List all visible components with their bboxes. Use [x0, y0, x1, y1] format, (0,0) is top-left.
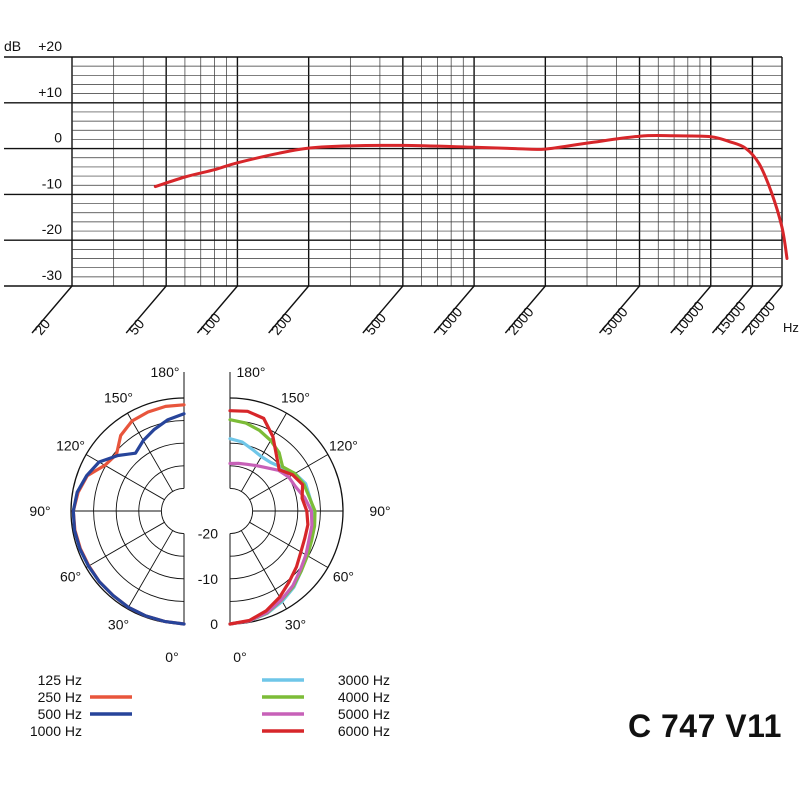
x-tick-mark	[31, 285, 73, 334]
x-tick-label: 100	[196, 310, 223, 338]
polar-spoke	[240, 412, 287, 492]
x-tick-mark	[711, 285, 753, 334]
polar-r-tick-label: -10	[198, 571, 218, 587]
x-tick-mark	[670, 285, 712, 334]
polar-angle-label: 30°	[108, 616, 129, 632]
x-tick-mark	[598, 285, 641, 334]
legend-label: 125 Hz	[38, 672, 82, 688]
x-tick-label: 1000	[433, 304, 465, 338]
x-tick-label: 50	[125, 316, 147, 338]
x-tick-label: 200	[268, 310, 295, 338]
x-tick-label: 10000	[670, 298, 707, 338]
polar-angle-label: 180°	[151, 364, 180, 380]
polar-series-4000-hz	[228, 418, 317, 626]
polar-curves	[71, 403, 317, 626]
legend-label: 1000 Hz	[30, 723, 82, 739]
frequency-axis-labels: +20 +10 0 -10 -20 -30 dB Hz 20 50 100 200 500 1000 200…	[4, 38, 799, 338]
x-tick-mark	[504, 285, 546, 334]
polar-series-250-hz	[71, 403, 186, 626]
y-tick-label: -10	[42, 175, 62, 191]
legend-label: 6000 Hz	[338, 723, 390, 739]
legend-label: 500 Hz	[38, 706, 82, 722]
frequency-response-curve	[153, 134, 789, 260]
x-tick-mark	[125, 285, 167, 334]
x-tick-label: 500	[362, 310, 389, 338]
y-tick-label: -30	[42, 267, 62, 283]
polar-ring	[160, 487, 185, 535]
polar-series-500-hz	[71, 412, 186, 626]
x-tick-label: 5000	[599, 304, 631, 338]
x-unit-label: Hz	[783, 320, 799, 335]
y-tick-label: +10	[38, 84, 62, 100]
frequency-grid	[4, 56, 783, 287]
polar-angle-label: 0°	[233, 649, 246, 665]
polar-angle-label: 30°	[285, 616, 306, 632]
x-tick-mark	[433, 285, 475, 334]
polar-angle-label: 120°	[329, 438, 358, 454]
polar-spoke	[127, 530, 174, 610]
legend-label: 5000 Hz	[338, 706, 390, 722]
polar-labels: 180° 150° 120° 90° 60° 30° 0° 180° 150° 120° 90° 60…	[29, 364, 390, 665]
x-tick-label: 2000	[504, 304, 536, 338]
polar-series-3000-hz	[228, 437, 316, 626]
polar-ring	[229, 487, 254, 535]
response-line	[153, 134, 789, 260]
x-tick-mark	[362, 285, 404, 334]
polar-spoke	[249, 521, 329, 568]
y-tick-label: 0	[54, 130, 62, 146]
legend-label: 250 Hz	[38, 689, 82, 705]
polar-angle-label: 0°	[165, 649, 178, 665]
polar-angle-label: 150°	[104, 390, 133, 406]
x-tick-mark	[196, 285, 238, 334]
polar-angle-label: 180°	[237, 364, 266, 380]
polar-angle-label: 120°	[56, 438, 85, 454]
polar-r-tick-label: 0	[210, 616, 218, 632]
x-tick-label: 20	[31, 316, 53, 338]
y-tick-label: +20	[38, 38, 62, 54]
polar-spoke	[127, 412, 174, 492]
legend-label: 3000 Hz	[338, 672, 390, 688]
polar-angle-label: 60°	[333, 569, 354, 585]
model-label: C 747 V11	[628, 708, 782, 744]
x-tick-mark	[741, 285, 783, 334]
y-tick-label: -20	[42, 221, 62, 237]
polar-angle-label: 60°	[60, 569, 81, 585]
x-tick-mark	[268, 285, 310, 334]
polar-angle-label: 90°	[369, 503, 390, 519]
y-unit-label: dB	[4, 38, 21, 54]
polar-series-6000-hz	[228, 409, 310, 626]
legend-label: 4000 Hz	[338, 689, 390, 705]
x-tick-label: 20000	[741, 298, 778, 338]
polar-spoke	[85, 521, 165, 568]
polar-angle-label: 90°	[29, 503, 50, 519]
polar-series-5000-hz	[228, 461, 314, 626]
polar-angle-label: 150°	[281, 390, 310, 406]
polar-r-tick-label: -20	[198, 526, 218, 542]
